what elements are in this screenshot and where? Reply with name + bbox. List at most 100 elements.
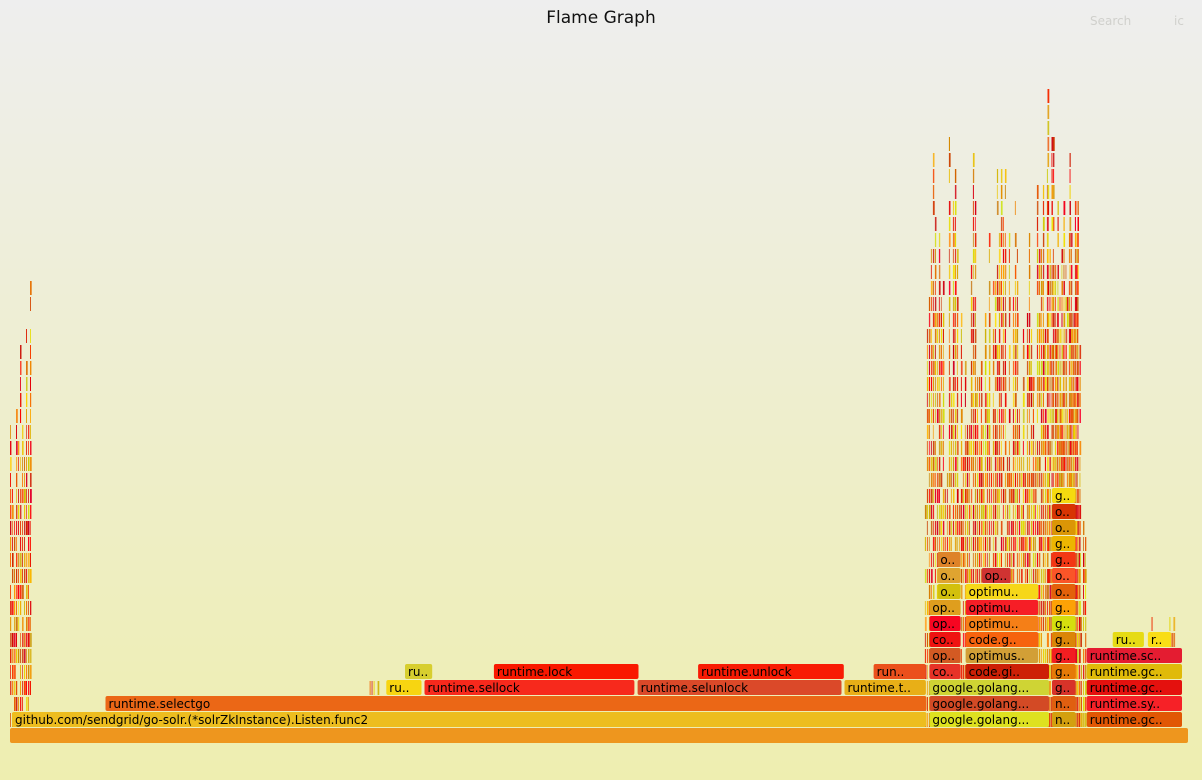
flame-sliver[interactable] (946, 505, 948, 519)
flame-sliver[interactable] (948, 377, 951, 391)
flame-sliver[interactable] (932, 521, 934, 535)
flame-sliver[interactable] (1012, 297, 1014, 311)
flame-sliver[interactable] (1022, 425, 1025, 439)
flame-sliver[interactable] (926, 457, 929, 471)
flame-sliver[interactable] (20, 521, 21, 535)
flame-sliver[interactable] (1047, 233, 1049, 247)
flame-sliver[interactable] (30, 521, 31, 535)
flame-sliver[interactable] (1042, 265, 1045, 279)
flame-sliver[interactable] (1040, 521, 1043, 535)
flame-sliver[interactable] (1047, 521, 1049, 535)
flame-sliver[interactable] (932, 409, 934, 423)
flame-sliver[interactable] (10, 425, 11, 439)
flame-sliver[interactable] (1004, 361, 1006, 375)
flame-sliver[interactable] (1079, 473, 1081, 487)
flame-sliver[interactable] (932, 425, 934, 439)
flame-sliver[interactable] (1042, 377, 1045, 391)
flame-sliver[interactable] (970, 329, 973, 343)
flame-sliver[interactable] (1047, 281, 1050, 295)
flame-sliver[interactable] (1049, 697, 1051, 711)
flame-sliver[interactable] (960, 393, 962, 407)
flame-sliver[interactable] (926, 649, 929, 663)
flame-sliver[interactable] (1063, 361, 1066, 375)
flame-sliver[interactable] (1069, 329, 1072, 343)
flame-sliver[interactable] (970, 425, 973, 439)
flame-sliver[interactable] (1046, 185, 1048, 199)
flame-sliver[interactable] (976, 569, 979, 583)
flame-sliver[interactable] (1052, 185, 1055, 199)
flame-sliver[interactable] (990, 521, 992, 535)
flame-sliver[interactable] (962, 665, 965, 679)
flame-sliver[interactable] (1012, 489, 1015, 503)
flame-sliver[interactable] (1008, 377, 1010, 391)
flame-sliver[interactable] (954, 409, 957, 423)
flame-sliver[interactable] (972, 537, 975, 551)
flame-sliver[interactable] (1063, 265, 1065, 279)
flame-sliver[interactable] (1016, 489, 1018, 503)
flame-sliver[interactable] (1079, 361, 1081, 375)
flame-sliver[interactable] (982, 505, 985, 519)
flame-sliver[interactable] (1042, 217, 1045, 231)
flame-sliver[interactable] (1076, 473, 1078, 487)
flame-sliver[interactable] (28, 489, 29, 503)
flame-sliver[interactable] (986, 425, 989, 439)
flame-sliver[interactable] (14, 521, 15, 535)
flame-sliver[interactable] (1008, 313, 1011, 327)
flame-sliver[interactable] (928, 425, 930, 439)
flame-sliver[interactable] (926, 521, 928, 535)
flame-sliver[interactable] (1042, 537, 1045, 551)
flame-sliver[interactable] (964, 569, 967, 583)
flame-sliver[interactable] (1047, 585, 1050, 599)
flame-frame[interactable]: co.. (929, 632, 961, 647)
flame-sliver[interactable] (1079, 601, 1081, 615)
flame-sliver[interactable] (928, 441, 930, 455)
flame-sliver[interactable] (20, 633, 21, 647)
flame-sliver[interactable] (1049, 393, 1051, 407)
flame-sliver[interactable] (1024, 473, 1026, 487)
flame-sliver[interactable] (1026, 409, 1028, 423)
flame-sliver[interactable] (30, 393, 32, 407)
flame-sliver[interactable] (1081, 633, 1082, 647)
flame-sliver[interactable] (936, 489, 939, 503)
flame-sliver[interactable] (16, 633, 17, 647)
flame-sliver[interactable] (998, 313, 1000, 327)
flame-sliver[interactable] (964, 361, 967, 375)
flame-sliver[interactable] (1061, 281, 1064, 295)
flame-sliver[interactable] (1063, 441, 1066, 455)
flame-sliver[interactable] (22, 521, 23, 535)
flame-sliver[interactable] (1034, 441, 1036, 455)
flame-sliver[interactable] (14, 665, 16, 679)
flame-sliver[interactable] (30, 457, 32, 471)
flame-sliver[interactable] (1068, 313, 1070, 327)
flame-sliver[interactable] (932, 201, 935, 215)
flame-sliver[interactable] (1038, 329, 1041, 343)
flame-sliver[interactable] (1069, 169, 1071, 183)
flame-sliver[interactable] (1085, 697, 1087, 711)
flame-sliver[interactable] (1069, 425, 1072, 439)
flame-sliver[interactable] (976, 489, 978, 503)
flame-sliver[interactable] (952, 265, 955, 279)
flame-sliver[interactable] (1038, 601, 1041, 615)
flame-sliver[interactable] (1008, 553, 1011, 567)
flame-sliver[interactable] (972, 521, 975, 535)
flame-sliver[interactable] (936, 313, 939, 327)
flame-sliver[interactable] (998, 297, 1001, 311)
flame-sliver[interactable] (992, 537, 994, 551)
flame-sliver[interactable] (1079, 457, 1081, 471)
flame-sliver[interactable] (1000, 345, 1003, 359)
flame-sliver[interactable] (1073, 329, 1076, 343)
flame-sliver[interactable] (26, 361, 28, 375)
flame-sliver[interactable] (948, 217, 951, 231)
flame-sliver[interactable] (936, 393, 938, 407)
flame-sliver[interactable] (14, 697, 16, 711)
flame-sliver[interactable] (1061, 393, 1063, 407)
flame-sliver[interactable] (1044, 521, 1047, 535)
flame-sliver[interactable] (942, 521, 945, 535)
flame-sliver[interactable] (964, 553, 966, 567)
flame-sliver[interactable] (10, 473, 11, 487)
flame-sliver[interactable] (373, 681, 375, 695)
flame-sliver[interactable] (1032, 457, 1034, 471)
flame-sliver[interactable] (978, 537, 981, 551)
flame-sliver[interactable] (1008, 249, 1010, 263)
flame-sliver[interactable] (936, 505, 938, 519)
